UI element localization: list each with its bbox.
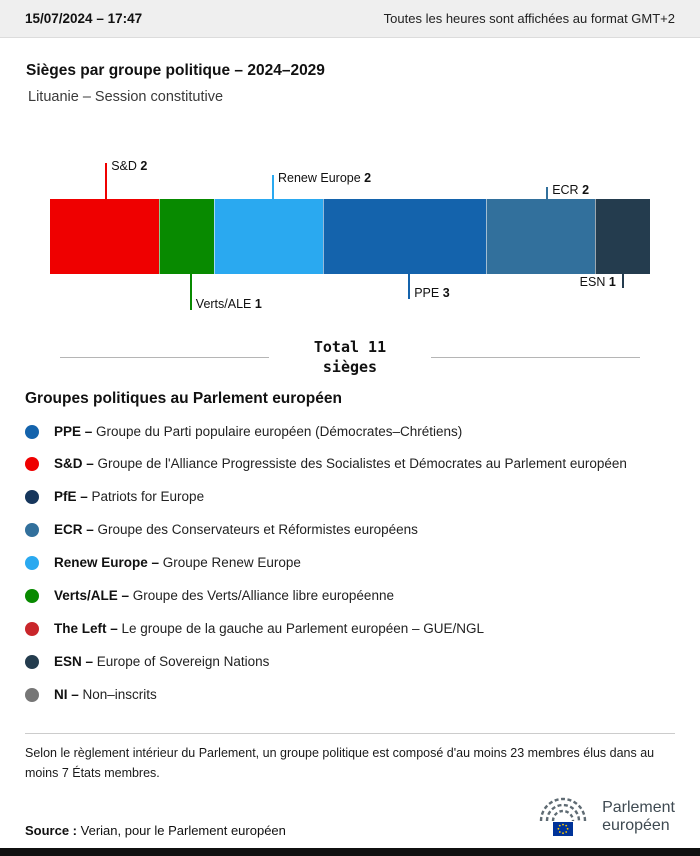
group-color-dot-s-d <box>25 457 39 472</box>
group-color-dot-ni <box>25 687 39 702</box>
legend-item-the-left: The Left – Le groupe de la gauche au Par… <box>0 613 700 646</box>
european-parliament-logo: Parlement européen <box>534 794 675 840</box>
chart-area: S&D 2 Verts/ALE 1 Renew Europe 2 PPE 3 ECR 2… <box>50 147 650 319</box>
page-subtitle: Lituanie – Session constitutive <box>28 89 224 105</box>
group-color-dot-pfe <box>25 490 39 505</box>
group-color-dot-renew-europe <box>25 556 39 570</box>
footnote-divider <box>25 733 675 735</box>
eu-flag <box>553 822 574 836</box>
bottom-row: Source : Verian, pour le Parlement europ… <box>25 794 675 840</box>
group-color-dot-esn <box>25 654 39 669</box>
source-line: Source : Verian, pour le Parlement europ… <box>25 823 286 840</box>
legend-item-ecr: ECR – Groupe des Conservateurs et Réform… <box>0 514 700 547</box>
total-seats-label: Total 11 sièges <box>313 338 387 377</box>
total-divider-left <box>60 356 269 358</box>
callout-line-verts-ale <box>189 236 192 310</box>
callout-line-esn <box>621 236 624 288</box>
callout-line-s-d <box>105 163 108 237</box>
ep-logo-wordmark: Parlement européen <box>602 799 675 834</box>
group-color-dot-verts-ale <box>25 588 39 603</box>
legend-item-label: PPE – Groupe du Parti populaire européen… <box>54 423 463 439</box>
bottom-black-bar <box>0 848 700 856</box>
datetime-label: 15/07/2024 – 17:47 <box>25 11 143 26</box>
legend-item-verts-ale: Verts/ALE – Groupe des Verts/Alliance li… <box>0 580 700 613</box>
groups-section-heading: Groupes politiques au Parlement européen <box>25 389 342 407</box>
legend-item-esn: ESN – Europe of Sovereign Nations <box>0 646 700 679</box>
legend-item-label: ECR – Groupe des Conservateurs et Réform… <box>54 522 418 538</box>
bar-segment-renew-europe <box>213 199 323 274</box>
bar-segment-ppe <box>322 199 487 274</box>
callout-label-s-d: S&D 2 <box>111 159 148 173</box>
callout-label-ppe: PPE 3 <box>414 286 450 300</box>
legend-item-s-d: S&D – Groupe de l'Alliance Progressiste … <box>0 448 700 481</box>
top-bar: 15/07/2024 – 17:47 Toutes les heures son… <box>0 0 700 38</box>
callout-line-ppe <box>408 236 411 299</box>
legend-item-label: Renew Europe – Groupe Renew Europe <box>54 555 301 570</box>
stacked-bar <box>50 199 650 274</box>
callout-line-renew-europe <box>272 175 274 237</box>
bar-segment-ecr <box>486 199 596 274</box>
bar-segment-verts-ale <box>159 199 214 274</box>
group-color-dot-ppe <box>25 424 39 439</box>
legend-item-ppe: PPE – Groupe du Parti populaire européen… <box>0 416 700 449</box>
legend: PPE – Groupe du Parti populaire européen… <box>0 416 700 712</box>
legend-item-label: Verts/ALE – Groupe des Verts/Alliance li… <box>54 587 394 603</box>
group-color-dot-ecr <box>25 523 39 538</box>
legend-item-ni: NI – Non–inscrits <box>0 679 700 712</box>
callout-label-ecr: ECR 2 <box>552 183 590 197</box>
callout-label-verts-ale: Verts/ALE 1 <box>195 297 262 311</box>
legend-item-renew-europe: Renew Europe – Groupe Renew Europe <box>0 547 700 580</box>
source-label: Source : <box>25 823 78 838</box>
total-row: Total 11 sièges <box>60 337 640 378</box>
callout-label-renew-europe: Renew Europe 2 <box>278 171 372 185</box>
source-value: Verian, pour le Parlement européen <box>80 823 286 838</box>
legend-item-label: NI – Non–inscrits <box>54 686 157 702</box>
legend-item-label: The Left – Le groupe de la gauche au Par… <box>54 620 485 636</box>
bar-segment-s-d <box>50 199 160 274</box>
legend-item-label: PfE – Patriots for Europe <box>54 489 205 505</box>
total-divider-right <box>431 356 640 358</box>
legend-item-label: ESN – Europe of Sovereign Nations <box>54 653 270 669</box>
callout-line-ecr <box>546 187 549 237</box>
legend-item-pfe: PfE – Patriots for Europe <box>0 481 700 514</box>
page-title: Sièges par groupe politique – 2024–2029 <box>26 62 325 79</box>
legend-item-label: S&D – Groupe de l'Alliance Progressiste … <box>54 456 627 472</box>
group-color-dot-the-left <box>25 621 39 636</box>
footnote: Selon le règlement intérieur du Parlemen… <box>25 746 655 780</box>
timezone-note: Toutes les heures sont affichées au form… <box>383 11 675 26</box>
callout-label-esn: ESN 1 <box>579 275 616 289</box>
ep-hemicycle-icon <box>539 797 587 836</box>
